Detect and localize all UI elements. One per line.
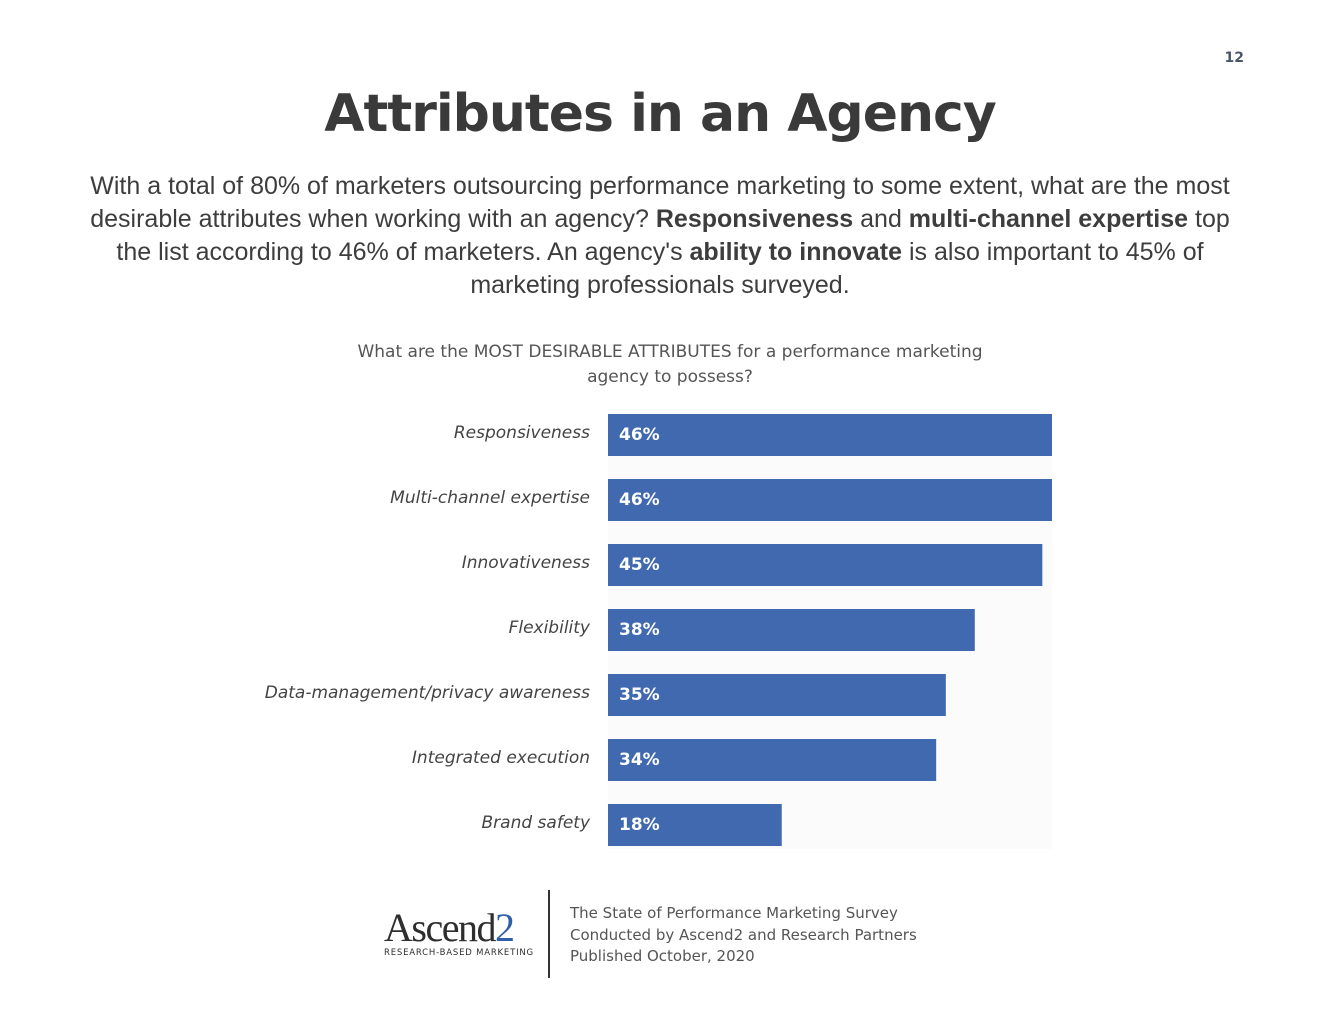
bar-5 xyxy=(608,739,937,781)
logo-word-main: Ascend xyxy=(384,905,496,950)
bar-value-label-3: 38% xyxy=(619,620,660,640)
bar-value-label-4: 35% xyxy=(619,685,660,705)
bar-value-label-6: 18% xyxy=(619,815,660,835)
logo-wordmark: Ascend2 xyxy=(384,906,534,950)
bar-2 xyxy=(608,544,1043,586)
bar-1 xyxy=(608,479,1052,521)
intro-text-4: is also important to 45% of marketing pr… xyxy=(470,238,1204,299)
bar-label-3: Flexibility xyxy=(508,618,590,638)
bar-value-label-5: 34% xyxy=(619,750,660,770)
bar-label-0: Responsiveness xyxy=(453,423,590,443)
logo-tagline: RESEARCH-BASED MARKETING xyxy=(384,948,534,958)
logo-word-accent: 2 xyxy=(494,905,515,950)
bar-value-label-0: 46% xyxy=(619,425,660,445)
bar-4 xyxy=(608,674,946,716)
intro-bold-multichannel: multi-channel expertise xyxy=(908,205,1189,233)
ascend2-logo: Ascend2 RESEARCH-BASED MARKETING xyxy=(384,906,534,966)
bar-value-label-1: 46% xyxy=(619,490,660,510)
page-number: 12 xyxy=(1224,50,1244,66)
bar-6 xyxy=(608,804,782,846)
page-title: Attributes in an Agency xyxy=(324,84,996,144)
intro-paragraph: With a total of 80% of marketers outsour… xyxy=(90,170,1230,302)
footer-source: The State of Performance Marketing Surve… xyxy=(570,903,917,968)
bar-3 xyxy=(608,609,975,651)
bar-label-4: Data-management/privacy awareness xyxy=(264,683,590,703)
source-line-conducted: Conducted by Ascend2 and Research Partne… xyxy=(570,925,917,944)
intro-text-2: and xyxy=(853,205,909,233)
bar-label-2: Innovativeness xyxy=(461,553,590,573)
intro-text-1: With a total of 80% of marketers outsour… xyxy=(90,172,1230,233)
chart-title: What are the MOST DESIRABLE ATTRIBUTES f… xyxy=(357,342,983,387)
intro-bold-innovate: ability to innovate xyxy=(689,238,903,266)
source-line-published: Published October, 2020 xyxy=(570,947,755,965)
bar-label-5: Integrated execution xyxy=(411,748,590,768)
bar-label-1: Multi-channel expertise xyxy=(390,488,590,508)
source-line-survey: The State of Performance Marketing Surve… xyxy=(570,904,898,922)
bar-label-6: Brand safety xyxy=(481,813,590,833)
footer-divider xyxy=(548,890,550,978)
bar-value-label-2: 45% xyxy=(619,555,660,575)
intro-bold-responsiveness: Responsiveness xyxy=(655,205,854,233)
intro-text-3: top the list according to 46% of markete… xyxy=(116,205,1230,266)
bar-0 xyxy=(608,414,1052,456)
